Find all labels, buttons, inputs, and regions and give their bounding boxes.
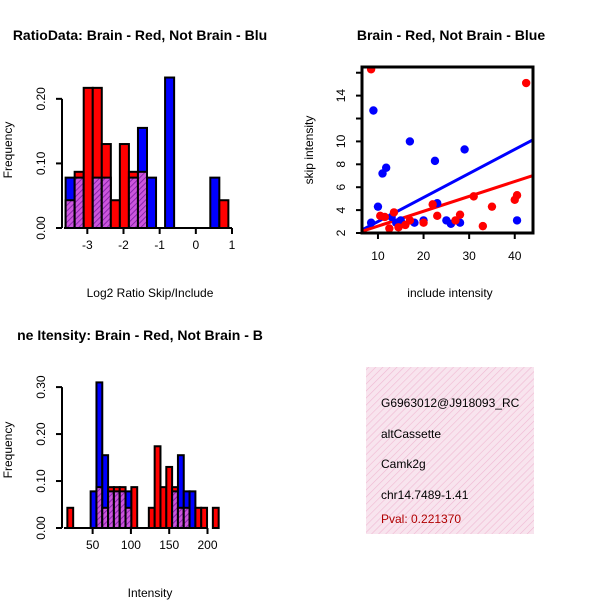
ratio-hist-bar-overlap bbox=[64, 199, 76, 230]
info-box-background bbox=[366, 367, 534, 534]
scatter-x-tick-label: 30 bbox=[462, 249, 476, 263]
info-event-type: altCassette bbox=[381, 427, 441, 441]
scatter-point-blue bbox=[366, 218, 376, 227]
scatter-point-blue bbox=[430, 156, 440, 166]
scatter-point-red bbox=[451, 216, 460, 225]
info-probe-id: G6963012@J918093_RC bbox=[381, 396, 520, 410]
scatter-point-blue bbox=[381, 163, 391, 172]
intensity-hist-y-tick-label: 0.20 bbox=[34, 422, 48, 446]
scatter-title: Brain - Red, Not Brain - Blue bbox=[357, 27, 545, 43]
scatter-point-blue bbox=[460, 145, 469, 154]
ratio-histogram-axes: 0.00 0.10 0.20 -3 -2 -1 0 1 bbox=[34, 87, 235, 252]
scatter-fit-line-red bbox=[362, 174, 533, 233]
scatter-y-tick-label: 10 bbox=[334, 134, 348, 148]
info-gene-name: Camk2g bbox=[381, 457, 426, 471]
intensity-hist-bar-brain bbox=[200, 506, 209, 530]
intensity-histogram-bars bbox=[66, 381, 220, 530]
scatter-point-blue bbox=[405, 137, 415, 146]
scatter-point-red bbox=[487, 202, 497, 211]
scatter-point-blue bbox=[369, 106, 378, 115]
scatter-point-red bbox=[521, 78, 531, 88]
scatter-x-tick-label: 10 bbox=[371, 249, 385, 263]
intensity-histogram-ylabel: Frequency bbox=[1, 422, 15, 479]
ratio-hist-x-tick-label: -3 bbox=[82, 238, 93, 252]
ratio-hist-bar-overlap bbox=[100, 176, 112, 229]
ratio-histogram-title: RatioData: Brain - Red, Not Brain - Blu bbox=[13, 27, 267, 43]
ratio-histogram-xlabel: Log2 Ratio Skip/Include bbox=[87, 286, 214, 300]
info-box-clip bbox=[534, 360, 600, 540]
scatter-y-tick-label: 2 bbox=[334, 229, 348, 236]
scatter-x-tick-label: 40 bbox=[508, 249, 522, 263]
scatter-x-tick-label: 20 bbox=[417, 249, 431, 263]
intensity-hist-x-tick-label: 50 bbox=[86, 538, 100, 552]
scatter-point-red bbox=[394, 223, 403, 232]
scatter-frame bbox=[360, 65, 535, 235]
scatter-point-red bbox=[385, 224, 394, 233]
scatter-point-red bbox=[428, 200, 437, 209]
intensity-hist-x-tick-label: 150 bbox=[159, 538, 179, 552]
ratio-hist-bar-brain bbox=[109, 199, 121, 230]
scatter-y-tick-label: 8 bbox=[334, 161, 348, 168]
scatter-point-red bbox=[433, 211, 442, 221]
scatter-point-red bbox=[366, 67, 376, 74]
ratio-hist-x-tick-label: -2 bbox=[118, 238, 129, 252]
intensity-hist-y-tick-label: 0.00 bbox=[34, 516, 48, 540]
info-pval: Pval: 0.221370 bbox=[381, 512, 461, 526]
intensity-hist-x-tick-label: 100 bbox=[121, 538, 141, 552]
scatter-y-tick-label: 14 bbox=[334, 89, 348, 103]
ratio-histogram-ylabel: Frequency bbox=[1, 122, 15, 179]
scatter-ylabel: skip intensity bbox=[302, 116, 316, 185]
scatter-point-red bbox=[405, 216, 415, 225]
scatter-point-red bbox=[469, 192, 478, 201]
ratio-hist-y-tick-label: 0.00 bbox=[34, 216, 48, 240]
intensity-histogram-title: ne Itensity: Brain - Red, Not Brain - B bbox=[17, 327, 263, 343]
ratio-hist-bar-notbrain bbox=[164, 76, 176, 230]
ratio-hist-x-tick-label: 1 bbox=[229, 238, 236, 252]
ratio-hist-bar-brain bbox=[218, 199, 230, 230]
ratio-hist-bar-brain bbox=[118, 143, 130, 230]
scatter-point-red bbox=[389, 208, 399, 217]
ratio-hist-bar-overlap bbox=[91, 176, 103, 229]
scatter-point-red bbox=[455, 210, 465, 219]
scatter-plot-area: 10 20 30 40 2 4 6 8 10 14 bbox=[334, 65, 535, 263]
intensity-hist-x-tick-label: 200 bbox=[197, 538, 217, 552]
ratio-hist-bar-notbrain bbox=[209, 176, 221, 229]
intensity-hist-y-tick-label: 0.10 bbox=[34, 469, 48, 493]
ratio-histogram-bars bbox=[64, 76, 230, 230]
scatter-point-blue bbox=[373, 202, 383, 211]
intensity-hist-bar-brain bbox=[66, 506, 75, 530]
intensity-hist-bar-brain bbox=[130, 486, 139, 529]
intensity-histogram: ne Itensity: Brain - Red, Not Brain - B … bbox=[1, 327, 263, 600]
ratio-hist-y-tick-label: 0.20 bbox=[34, 87, 48, 111]
intensity-histogram-axes: 0.00 0.10 0.20 0.30 50 100 150 200 bbox=[34, 375, 218, 552]
intensity-hist-y-tick-label: 0.30 bbox=[34, 375, 48, 399]
scatter-xlabel: include intensity bbox=[407, 286, 492, 300]
scatter-y-tick-label: 6 bbox=[334, 184, 348, 191]
intensity-scatter: Brain - Red, Not Brain - Blue include in… bbox=[302, 27, 545, 300]
scatter-y-tick-label: 4 bbox=[334, 206, 348, 213]
scatter-point-blue bbox=[512, 216, 522, 225]
scatter-point-red bbox=[478, 221, 488, 231]
intensity-hist-bar-brain bbox=[211, 506, 220, 530]
scatter-point-red bbox=[419, 218, 428, 227]
ratio-hist-x-tick-label: 0 bbox=[192, 238, 199, 252]
ratio-hist-y-tick-label: 0.10 bbox=[34, 151, 48, 175]
info-location: chr14.7489-1.41 bbox=[381, 488, 469, 502]
ratio-hist-bar-overlap bbox=[73, 176, 85, 229]
scatter-inner bbox=[362, 67, 533, 233]
ratio-histogram: RatioData: Brain - Red, Not Brain - Blu … bbox=[1, 27, 267, 300]
ratio-hist-bar-overlap bbox=[127, 176, 139, 229]
info-box: G6963012@J918093_RC altCassette Camk2g c… bbox=[366, 367, 534, 534]
ratio-hist-bar-brain bbox=[82, 86, 94, 229]
ratio-hist-bar-notbrain bbox=[146, 176, 158, 229]
intensity-histogram-xlabel: Intensity bbox=[128, 586, 173, 600]
ratio-hist-bar-overlap bbox=[136, 170, 148, 229]
scatter-point-red bbox=[512, 191, 522, 200]
scatter-point-red bbox=[380, 212, 389, 222]
ratio-hist-x-tick-label: -1 bbox=[154, 238, 165, 252]
